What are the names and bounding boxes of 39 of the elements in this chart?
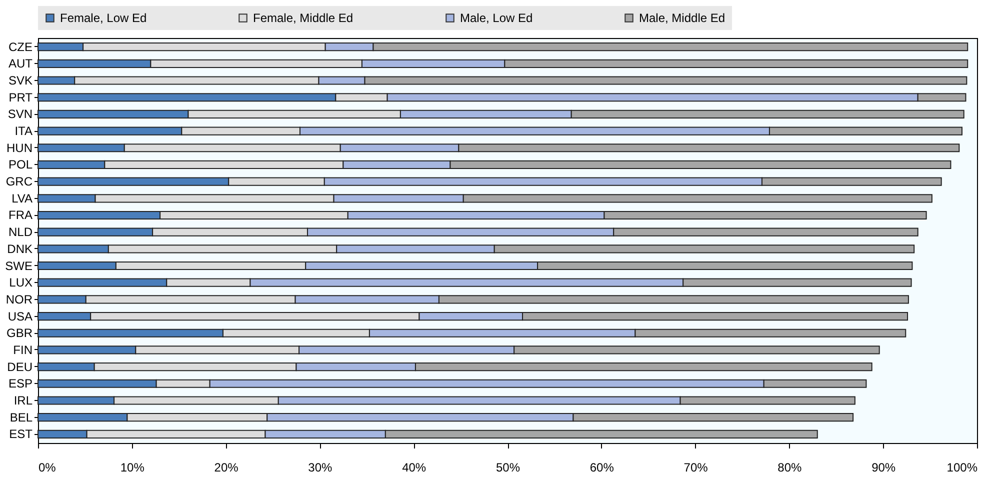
y-tick-label: CZE xyxy=(8,40,32,54)
x-tick-label: 100% xyxy=(946,460,978,474)
legend-label: Female, Middle Ed xyxy=(253,11,354,25)
y-tick-label: SWE xyxy=(5,258,32,273)
y-tick-label: AUT xyxy=(8,56,34,71)
x-tick-label: 30% xyxy=(308,460,333,474)
x-tick-label: 80% xyxy=(778,460,802,474)
x-tick-label: 40% xyxy=(402,460,426,474)
legend-label: Female, Low Ed xyxy=(60,11,147,25)
x-tick-label: 70% xyxy=(684,460,708,474)
y-tick-label: EST xyxy=(9,427,34,442)
y-tick-label: ESP xyxy=(8,376,32,391)
y-tick-label: SVK xyxy=(8,74,32,88)
y-tick-label: SVN xyxy=(8,107,32,122)
x-tick-label: 10% xyxy=(120,460,145,474)
y-tick-label: LUX xyxy=(9,276,32,290)
y-tick-label: FIN xyxy=(13,342,32,357)
y-tick-label: IRL xyxy=(14,393,33,408)
y-tick-label: NOR xyxy=(6,292,33,306)
y-tick-label: DNK xyxy=(7,242,32,256)
y-tick-label: LVA xyxy=(12,191,32,206)
y-tick-label: PRT xyxy=(8,90,34,104)
y-tick-label: DEU xyxy=(7,360,32,374)
x-tick-label: 0% xyxy=(38,460,56,474)
y-tick-label: USA xyxy=(8,309,32,324)
y-tick-label: NLD xyxy=(8,225,33,240)
y-tick-label: GRC xyxy=(6,174,33,189)
y-tick-label: POL xyxy=(8,158,33,172)
x-tick-label: 20% xyxy=(214,460,239,474)
x-tick-label: 60% xyxy=(590,460,614,474)
y-tick-label: BEL xyxy=(10,410,33,424)
x-tick-label: 90% xyxy=(872,460,896,474)
y-tick-label: HUN xyxy=(6,140,32,155)
y-tick-label: FRA xyxy=(8,208,32,222)
y-tick-label: GBR xyxy=(6,326,33,340)
y-tick-label: ITA xyxy=(14,124,32,138)
legend-label: Male, Low Ed xyxy=(460,11,533,25)
x-tick-label: 50% xyxy=(496,460,520,474)
legend-label: Male, Middle Ed xyxy=(639,11,726,25)
